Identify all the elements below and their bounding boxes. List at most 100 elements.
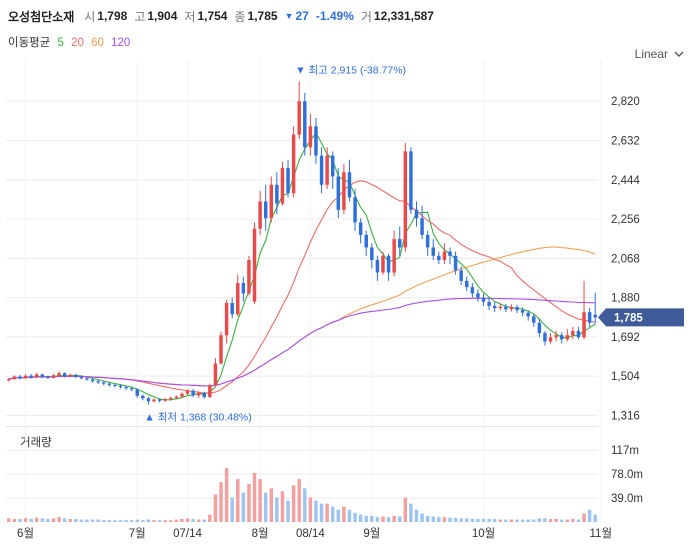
change-value: 27 bbox=[295, 9, 309, 23]
stock-name: 오성첨단소재 bbox=[8, 9, 75, 24]
candle-body bbox=[398, 239, 402, 248]
candle-body bbox=[7, 379, 11, 381]
volume-bar bbox=[470, 518, 475, 522]
candle-body bbox=[46, 376, 50, 378]
scale-dropdown[interactable]: Linear bbox=[635, 47, 684, 61]
candle-body bbox=[297, 101, 301, 135]
volume-bar bbox=[481, 518, 486, 522]
candle-body bbox=[241, 282, 246, 294]
volume-bar bbox=[336, 509, 341, 522]
open-label: 시 bbox=[84, 9, 96, 24]
candle-body bbox=[593, 314, 597, 318]
candle-body bbox=[303, 101, 307, 148]
price-tick-label: 2,632 bbox=[611, 136, 640, 148]
candle-body bbox=[559, 335, 564, 340]
candle-body bbox=[129, 388, 134, 390]
candle-body bbox=[124, 386, 128, 389]
candle-body bbox=[420, 218, 424, 235]
candle-body bbox=[481, 297, 486, 302]
volume-bar bbox=[74, 518, 78, 522]
price-tick-label: 1,692 bbox=[611, 332, 640, 344]
candle-body bbox=[442, 251, 447, 260]
volume-bar bbox=[520, 519, 525, 522]
price-tick-label: 2,068 bbox=[611, 253, 640, 265]
volume-bar bbox=[593, 514, 597, 522]
moving-average-legend: 이동평균 5 20 60 120 bbox=[8, 34, 134, 50]
candle-body bbox=[319, 155, 324, 185]
candle-body bbox=[492, 305, 497, 309]
candle-body bbox=[102, 382, 106, 384]
volume-bar bbox=[219, 482, 223, 522]
volume-bar bbox=[196, 519, 201, 522]
volume-bar bbox=[453, 517, 458, 522]
candle-body bbox=[308, 126, 313, 148]
candle-body bbox=[353, 197, 357, 223]
candle-body bbox=[79, 376, 84, 379]
candle-body bbox=[152, 399, 156, 402]
candle-body bbox=[414, 209, 419, 219]
volume-bar bbox=[437, 517, 441, 522]
chevron-down-icon bbox=[674, 51, 684, 57]
time-tick-label: 11월 bbox=[590, 527, 613, 540]
candle-body bbox=[448, 251, 452, 256]
candle-body bbox=[403, 151, 408, 248]
volume-bar bbox=[124, 520, 128, 522]
volume-tick-label: 39.0m bbox=[611, 493, 643, 505]
volume-bar bbox=[353, 512, 357, 522]
volume-bar bbox=[51, 518, 56, 522]
candle-body bbox=[537, 322, 542, 334]
candle-body bbox=[196, 392, 201, 396]
volume-bar bbox=[425, 515, 430, 522]
volume-bar bbox=[409, 503, 413, 522]
volume-bar bbox=[487, 518, 491, 522]
volume-bar bbox=[392, 515, 396, 522]
volume-bar bbox=[375, 517, 380, 522]
candle-body bbox=[325, 155, 329, 185]
volume-bar bbox=[269, 488, 274, 522]
candle-body bbox=[208, 385, 212, 398]
candle-body bbox=[74, 374, 78, 377]
candle-body bbox=[314, 126, 318, 156]
volume-bar bbox=[543, 518, 547, 522]
volume-bar bbox=[252, 472, 257, 522]
volume-bar bbox=[258, 479, 262, 522]
volume-bar bbox=[559, 519, 564, 522]
volume-bar bbox=[420, 513, 424, 522]
volume-bar bbox=[40, 518, 45, 522]
candle-body bbox=[85, 378, 89, 380]
volume-bar bbox=[492, 518, 497, 522]
volume-bar bbox=[236, 479, 240, 522]
last-price-label: 1,785 bbox=[614, 312, 643, 324]
candle-body bbox=[409, 151, 413, 210]
volume-bar bbox=[129, 520, 134, 522]
volume-bar bbox=[85, 519, 89, 522]
volume-bar bbox=[403, 497, 408, 522]
volume-bar bbox=[370, 515, 374, 522]
volume-bar bbox=[431, 516, 435, 522]
candle-body bbox=[576, 331, 581, 338]
high-label: 고 bbox=[134, 9, 146, 24]
volume-bar bbox=[342, 506, 346, 522]
candle-body bbox=[453, 255, 458, 271]
volume-tick-label: 117m bbox=[611, 445, 639, 457]
volume-bar bbox=[174, 519, 179, 522]
candle-body bbox=[57, 373, 61, 376]
candle-body bbox=[347, 172, 352, 198]
candle-body bbox=[554, 335, 558, 338]
candle-body bbox=[275, 184, 279, 204]
volume-panel-label: 거래량 bbox=[20, 436, 52, 449]
price-tick-label: 2,820 bbox=[611, 96, 640, 108]
candle-body bbox=[118, 385, 123, 387]
candle-body bbox=[213, 363, 218, 386]
close-value: 1,785 bbox=[247, 9, 278, 23]
candle-body bbox=[107, 383, 112, 385]
candle-body bbox=[236, 282, 240, 315]
ma-5-label: 5 bbox=[57, 37, 64, 49]
volume-bar bbox=[34, 517, 39, 522]
last-price-badge bbox=[598, 308, 684, 327]
volume-bar bbox=[113, 520, 117, 522]
volume-bar bbox=[241, 492, 246, 522]
candle-body bbox=[135, 389, 139, 396]
ma-120-line bbox=[8, 297, 596, 387]
